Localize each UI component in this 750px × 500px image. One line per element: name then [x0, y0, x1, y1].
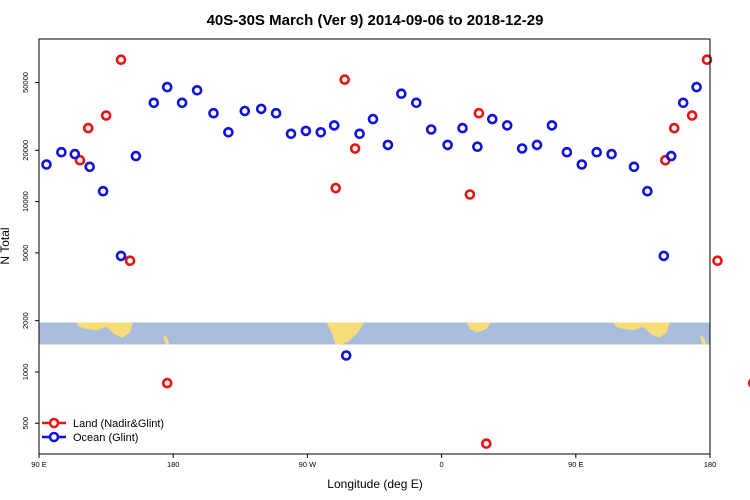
x-axis: 90 E 180 90 W 0 90 E 180 — [31, 454, 716, 469]
land-point — [668, 122, 680, 134]
ocean-point — [561, 146, 573, 158]
y-tick-label: 10000 — [21, 191, 30, 212]
ocean-band — [39, 322, 710, 345]
ocean-point — [191, 85, 203, 96]
ocean-point — [367, 113, 379, 125]
ocean-point — [115, 250, 127, 262]
ocean-point — [628, 161, 640, 173]
ocean-point — [315, 127, 327, 138]
land-point — [330, 182, 342, 194]
land-point — [82, 122, 94, 134]
chart-title: 40S-30S March (Ver 9) 2014-09-06 to 2018… — [207, 12, 544, 29]
land-point — [124, 255, 136, 267]
ocean-point — [161, 81, 173, 93]
ocean-point — [130, 150, 142, 162]
y-tick-label: 5000 — [21, 245, 30, 262]
ocean-point — [354, 128, 365, 140]
ocean-point — [677, 97, 689, 109]
ocean-point — [255, 103, 267, 115]
ocean-point — [208, 107, 219, 119]
ocean-point — [270, 107, 282, 119]
y-tick-label: 50000 — [21, 72, 30, 93]
land-point — [349, 143, 361, 154]
world-map-strip — [39, 322, 710, 345]
australia-shape-repeat — [613, 322, 670, 338]
ocean-point — [546, 120, 558, 131]
ocean-point — [691, 81, 702, 93]
ocean-point — [425, 124, 437, 135]
land-point — [74, 154, 86, 166]
ocean-point — [97, 185, 109, 197]
x-axis-label: Longitude (deg E) — [327, 477, 422, 491]
ocean-point — [69, 148, 81, 160]
ocean-point — [340, 350, 352, 361]
ocean-point — [285, 128, 297, 140]
land-point — [712, 255, 723, 267]
ocean-point — [382, 139, 394, 151]
y-axis: 500 1000 2000 5000 10000 20000 50000 — [21, 72, 39, 430]
land-point — [339, 74, 351, 85]
y-tick-label: 20000 — [21, 140, 30, 161]
ocean-point — [300, 125, 312, 137]
ocean-point — [56, 146, 67, 158]
ocean-point — [606, 148, 617, 160]
ocean-point — [410, 97, 422, 109]
land-point — [686, 110, 698, 121]
ocean-point — [665, 150, 677, 162]
land-point — [480, 438, 492, 449]
land-point — [100, 110, 112, 121]
ocean-point — [395, 88, 407, 99]
plot-frame — [38, 38, 711, 455]
land-point — [115, 54, 127, 66]
ocean-point — [84, 161, 95, 173]
ocean-point — [472, 141, 483, 152]
ocean-point — [223, 127, 234, 138]
ocean-point — [516, 143, 528, 154]
y-axis-label: N Total — [0, 227, 12, 264]
ocean-point — [239, 105, 251, 117]
legend: Land (Nadir&Glint) Ocean (Glint) — [42, 417, 164, 444]
legend-land-label: Land (Nadir&Glint) — [73, 418, 164, 430]
ocean-point — [658, 250, 670, 262]
legend-ocean-marker — [48, 431, 60, 443]
ocean-point — [591, 146, 603, 158]
y-tick-label: 500 — [21, 417, 30, 430]
data-points — [41, 54, 750, 449]
y-tick-label: 2000 — [21, 312, 30, 329]
x-tick-label: 90 E — [568, 460, 583, 469]
land-point — [161, 377, 173, 389]
ocean-point — [457, 122, 468, 134]
ocean-point — [501, 120, 513, 131]
ocean-point — [148, 97, 160, 109]
new-zealand-shape-repeat — [699, 334, 707, 345]
x-tick-label: 90 W — [299, 460, 317, 469]
land-point — [473, 107, 485, 119]
ocean-point — [486, 113, 498, 125]
ocean-point — [442, 139, 453, 151]
land-point — [464, 189, 476, 200]
land-point — [747, 378, 750, 388]
new-zealand-shape — [162, 334, 170, 345]
ocean-point — [576, 159, 588, 170]
ocean-point — [531, 139, 543, 151]
legend-land-marker — [48, 417, 60, 429]
australia-shape — [76, 322, 133, 338]
x-tick-label: 90 E — [31, 460, 46, 469]
ocean-point — [41, 159, 52, 170]
land-point — [701, 54, 713, 66]
x-tick-label: 0 — [440, 460, 444, 469]
ocean-point — [642, 185, 653, 197]
ocean-point — [328, 120, 340, 131]
x-tick-label: 180 — [704, 460, 717, 469]
south-america-shape — [326, 322, 365, 345]
africa-shape — [466, 322, 491, 333]
x-tick-label: 180 — [167, 460, 180, 469]
ocean-point — [176, 97, 188, 109]
y-tick-label: 1000 — [21, 364, 30, 381]
legend-ocean-label: Ocean (Glint) — [73, 432, 138, 444]
